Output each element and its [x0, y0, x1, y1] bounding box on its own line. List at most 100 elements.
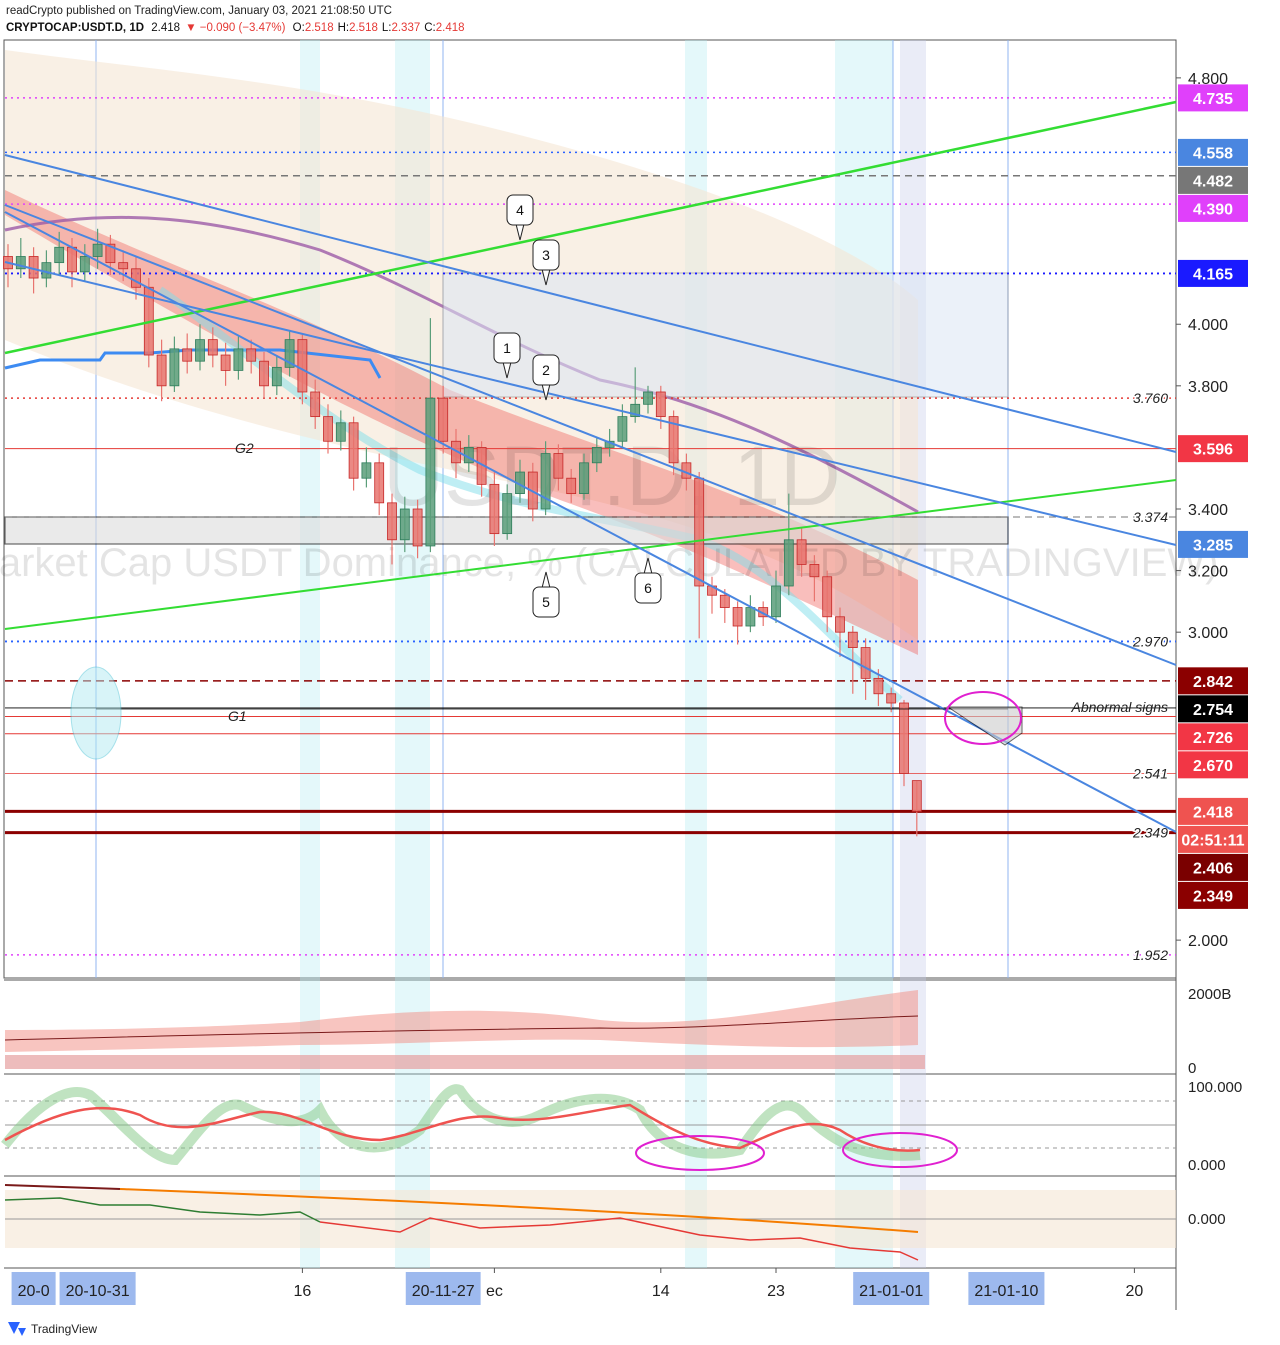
price-label: 2.349: [1193, 888, 1233, 905]
candle-body: [719, 594, 730, 608]
candle-body: [694, 477, 705, 587]
band: [900, 40, 926, 1268]
range-box: [442, 272, 1009, 398]
candle-body: [643, 391, 653, 405]
x-tick-highlight: [405, 1272, 481, 1305]
candle-body: [835, 616, 845, 633]
ohlc-value: 2.337: [391, 22, 420, 34]
trend-line: [4, 204, 1177, 666]
candle-body: [860, 647, 871, 679]
candle-body: [195, 339, 205, 362]
price-label-bg: [1178, 723, 1248, 751]
candle-body: [783, 539, 794, 587]
candle-body: [502, 493, 513, 535]
brand: TradingView: [31, 1322, 97, 1336]
y-tick-label: 2.000: [1188, 933, 1228, 950]
candle-body: [911, 780, 922, 812]
callout-box: [532, 354, 560, 386]
candle-body: [335, 422, 346, 442]
price-label-bg: [1178, 797, 1248, 825]
candle-body: [348, 422, 359, 479]
x-tick-label: 14: [652, 1283, 670, 1300]
candle-body: [79, 256, 90, 273]
pane-frames: [3, 39, 1177, 1310]
callout: 3: [532, 239, 560, 286]
level-label: 3.374: [1133, 509, 1168, 525]
callout-label: 5: [542, 594, 550, 610]
callout: 1: [493, 332, 521, 379]
price-label-bg: [1178, 853, 1248, 881]
callout-label: 4: [516, 202, 524, 218]
candle-body: [886, 693, 897, 704]
candle-body: [899, 702, 909, 774]
volume-bars: [5, 1055, 925, 1069]
pink-circle: [944, 691, 1022, 745]
osc-line: [319, 1217, 919, 1261]
candle-body: [67, 246, 77, 273]
y-tick-label: 3.200: [1188, 564, 1228, 581]
volume-ma: [4, 1015, 919, 1041]
candle-body: [374, 462, 385, 504]
x-tick-label: 20: [1126, 1283, 1144, 1300]
price-label: 02:51:11: [1181, 832, 1244, 849]
x-tick-label: 23: [767, 1283, 785, 1300]
callout-box: [493, 332, 521, 364]
callout: 6: [634, 557, 662, 604]
callout-tip: [515, 223, 525, 241]
price-label: 2.670: [1193, 758, 1233, 775]
candle-body: [220, 354, 231, 371]
candle-body: [387, 502, 397, 541]
y-tick-label: 3.400: [1188, 502, 1228, 519]
level-label: 2.349: [1132, 825, 1168, 841]
y-tick-label: 0.000: [1188, 1157, 1226, 1174]
candle-body: [732, 607, 743, 627]
candle-body: [131, 268, 141, 288]
ohlc-value: 2.518: [305, 22, 334, 34]
x-tick-highlight: [853, 1272, 930, 1305]
callout-tip: [541, 268, 551, 286]
candle-body: [668, 416, 679, 464]
g1-label: G1: [228, 708, 247, 724]
candle-body: [156, 354, 167, 387]
price-label: 2.754: [1193, 702, 1233, 719]
callout-box: [532, 239, 560, 271]
price-label: 2.406: [1193, 860, 1233, 877]
ohlc-key: O:: [293, 22, 305, 34]
candle-body: [617, 416, 628, 442]
osc-line: [119, 1188, 919, 1233]
x-tick-highlight: [968, 1272, 1045, 1305]
pink-circle: [635, 1135, 765, 1171]
ohlc-key: L:: [382, 22, 392, 34]
chart-title: Market Cap USDT Dominance, % (CALCULATED…: [0, 541, 1218, 585]
candle-body: [579, 462, 589, 495]
candle-body: [271, 366, 282, 387]
stoch-k: [1, 1084, 921, 1166]
y-tick-label: 4.800: [1188, 71, 1228, 88]
x-tick-label: 21-01-10: [974, 1283, 1038, 1300]
x-tick-label: 20-11-27: [412, 1283, 475, 1300]
candle-body: [54, 246, 65, 264]
price-label: 4.482: [1193, 173, 1233, 190]
level-label: 1.952: [1133, 947, 1168, 963]
ohlc-key: C:: [424, 22, 436, 34]
candle-body: [438, 397, 449, 442]
candle-body: [553, 453, 564, 479]
callout-tip: [541, 571, 551, 589]
candle-body: [118, 262, 129, 270]
trend-line: [4, 261, 1177, 546]
price-label-bg: [1178, 751, 1248, 779]
candle-body: [591, 447, 602, 464]
price-label-bg: [1178, 695, 1248, 723]
callout-label: 1: [503, 340, 511, 356]
highlight-ellipse: [70, 666, 122, 760]
candle-body: [92, 243, 103, 257]
candle-body: [771, 585, 781, 618]
candle-body: [809, 564, 820, 578]
candle-body: [412, 508, 423, 547]
x-tick-label: 20-10-31: [66, 1283, 130, 1300]
abnormal-label: Abnormal signs: [1071, 699, 1169, 715]
brand-logo: [8, 1322, 26, 1336]
candle-body: [745, 607, 756, 627]
candle-body: [489, 483, 500, 535]
price-label-bg: [1178, 667, 1248, 695]
